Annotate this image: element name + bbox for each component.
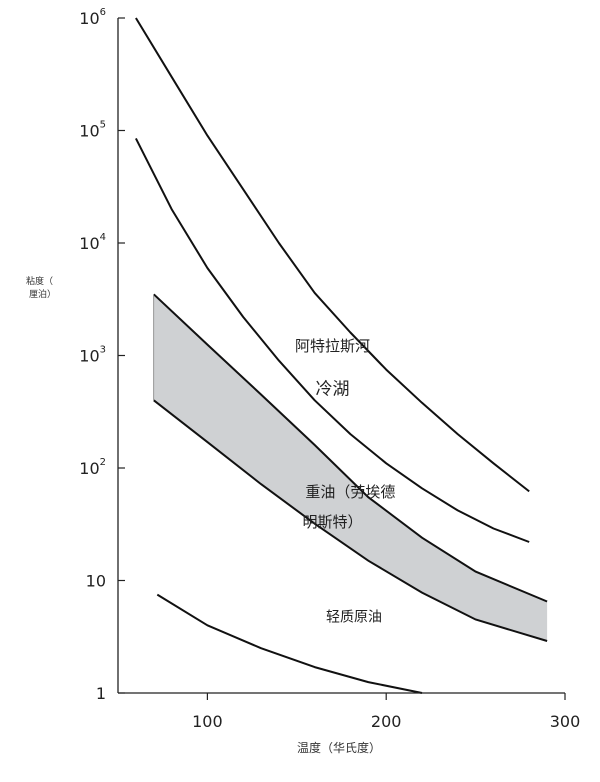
x-axis-label: 温度（华氏度）: [297, 740, 381, 755]
series-line-1: [135, 137, 530, 543]
x-tick-label: 200: [371, 712, 402, 731]
annotation-label: 重油（劳埃德: [305, 483, 395, 501]
x-ticks: 100 200 300: [192, 693, 580, 731]
y-ticks: 1 10 102 103 104 105 106: [79, 7, 125, 703]
annotation-label: 阿特拉斯河: [295, 337, 370, 355]
y-axis-label-line2: 厘泊）: [29, 289, 56, 300]
y-tick-label: 102: [79, 457, 106, 478]
y-tick-label: 10: [86, 572, 106, 591]
annotation-label: 轻质原油: [326, 610, 382, 626]
y-axis-label-line1: 粘度（: [26, 275, 53, 287]
band-area-0: [153, 294, 548, 641]
series-line-0: [135, 17, 530, 493]
y-tick-label: 1: [96, 684, 106, 703]
band-upper-line-0: [153, 293, 548, 603]
x-tick-label: 300: [550, 712, 581, 731]
annotation-label: 冷湖: [316, 380, 350, 400]
band-lower-line-0: [153, 399, 548, 642]
annotation-label: 明斯特）: [303, 513, 363, 531]
series-line-2: [156, 593, 423, 694]
y-tick-label: 106: [79, 7, 106, 28]
x-tick-label: 100: [192, 712, 223, 731]
band-layer: [153, 293, 548, 642]
y-tick-label: 105: [79, 120, 106, 141]
y-tick-label: 104: [79, 232, 106, 253]
line-layer: [135, 17, 530, 694]
y-tick-label: 103: [79, 345, 106, 366]
